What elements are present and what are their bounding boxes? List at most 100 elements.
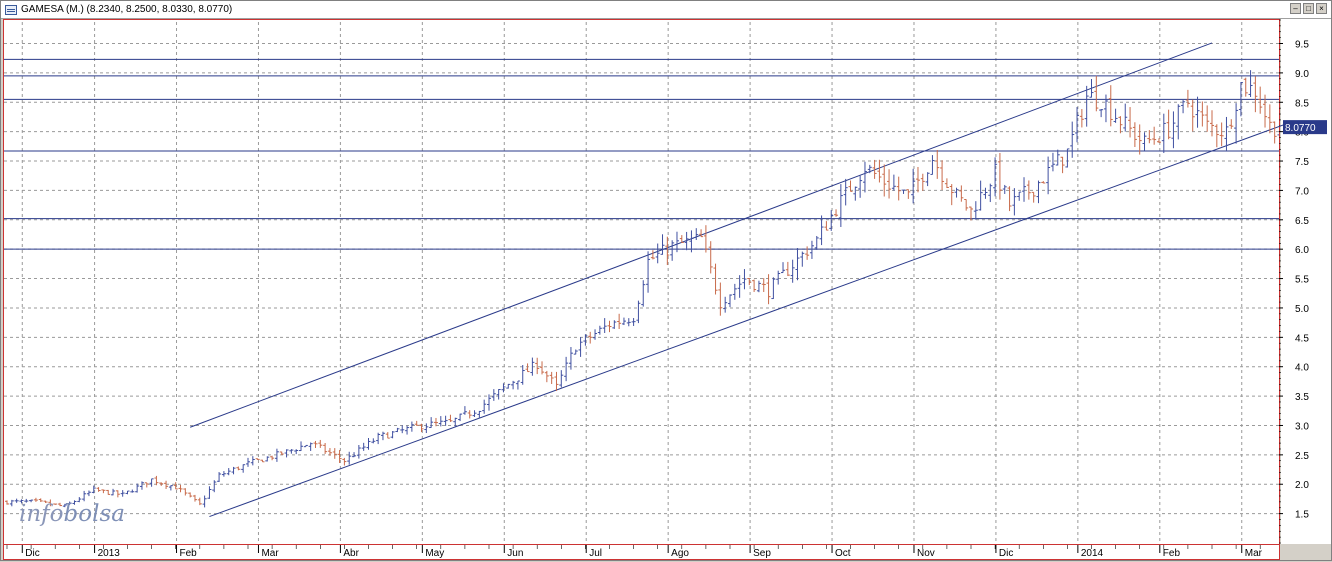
- x-tick-label: Feb: [180, 548, 198, 559]
- ohlc-bar: [983, 187, 988, 199]
- ohlc-bar: [805, 246, 810, 260]
- ohlc-bar: [1277, 122, 1279, 136]
- window-title: GAMESA (M.) (8.2340, 8.2500, 8.0330, 8.0…: [21, 4, 233, 15]
- ohlc-bar: [911, 168, 916, 204]
- ohlc-bar: [1118, 116, 1123, 134]
- ohlc-bar: [327, 448, 332, 456]
- y-tick-label: 7.0: [1295, 186, 1309, 197]
- ohlc-bar: [1243, 77, 1248, 97]
- ohlc-bar: [24, 498, 29, 503]
- ohlc-bar: [5, 500, 9, 505]
- ohlc-bar: [1113, 108, 1118, 123]
- ohlc-bar: [202, 495, 207, 508]
- ohlc-bar: [207, 486, 212, 499]
- ohlc-bar: [1046, 156, 1051, 195]
- x-tick-label: Feb: [1163, 548, 1181, 559]
- x-tick-label: Jun: [507, 548, 523, 559]
- minimize-button[interactable]: –: [1290, 3, 1301, 14]
- ohlc-bar: [713, 263, 718, 295]
- restore-button[interactable]: □: [1303, 3, 1314, 14]
- x-tick-label: 2013: [98, 548, 121, 559]
- ohlc-bar: [106, 489, 111, 495]
- ohlc-bar: [1041, 181, 1046, 184]
- ohlc-bar: [920, 173, 925, 191]
- ohlc-bar: [130, 489, 135, 493]
- ohlc-bar: [313, 440, 318, 449]
- ohlc-bar: [1152, 126, 1157, 145]
- ohlc-bar: [14, 498, 19, 503]
- ohlc-bar: [655, 243, 660, 264]
- ohlc-bar: [289, 449, 294, 454]
- ohlc-bar: [385, 432, 390, 439]
- ohlc-bar: [1075, 107, 1080, 143]
- ohlc-bar: [593, 329, 598, 340]
- y-tick-label: 6.5: [1295, 216, 1309, 227]
- ohlc-bar: [540, 361, 545, 375]
- ohlc-bar: [448, 414, 453, 422]
- ohlc-bar: [188, 492, 193, 498]
- ohlc-bar: [872, 159, 877, 179]
- ohlc-bar: [602, 318, 607, 334]
- ohlc-bar: [549, 371, 554, 384]
- ohlc-bar: [139, 481, 144, 490]
- x-tick-label: Mar: [261, 548, 279, 559]
- close-button[interactable]: ×: [1316, 3, 1327, 14]
- ohlc-bar: [588, 331, 593, 344]
- ohlc-bar: [1065, 148, 1070, 168]
- ohlc-bar: [829, 210, 834, 231]
- y-tick-label: 4.0: [1295, 363, 1309, 374]
- ohlc-bar: [1267, 104, 1272, 134]
- ohlc-bar: [197, 497, 202, 506]
- ohlc-bar: [1171, 111, 1176, 149]
- y-tick-label: 4.5: [1295, 333, 1309, 344]
- ohlc-bar: [1089, 78, 1094, 98]
- ohlc-bar: [978, 180, 983, 211]
- ohlc-bar: [1123, 103, 1128, 132]
- plot-area[interactable]: [3, 19, 1280, 544]
- ohlc-bar: [617, 313, 622, 329]
- ohlc-bar: [670, 240, 675, 261]
- ohlc-bar: [376, 432, 381, 445]
- ohlc-bar: [559, 370, 564, 388]
- ohlc-bar: [718, 282, 723, 316]
- ohlc-bar: [742, 269, 747, 290]
- ohlc-bar: [400, 425, 405, 434]
- ohlc-bar: [419, 423, 424, 433]
- ohlc-bar: [935, 150, 940, 179]
- ohlc-bar: [520, 365, 525, 385]
- ohlc-bar: [1205, 105, 1210, 132]
- x-axis-panel: [3, 544, 1280, 560]
- ohlc-bar: [1036, 180, 1041, 204]
- ohlc-bar: [896, 176, 901, 201]
- ohlc-bar: [906, 189, 911, 199]
- ohlc-bar: [1031, 191, 1036, 203]
- ohlc-bar: [246, 457, 250, 467]
- ohlc-bar: [1161, 113, 1166, 153]
- ohlc-bar: [882, 164, 887, 197]
- ohlc-bar: [1017, 191, 1022, 201]
- logo-part1: info: [19, 501, 64, 527]
- ohlc-bar: [1258, 86, 1263, 114]
- ohlc-bar: [159, 482, 164, 486]
- ohlc-bar: [694, 228, 699, 240]
- ohlc-bar: [144, 482, 149, 488]
- x-tick-label: 2014: [1081, 548, 1104, 559]
- x-tick-label: May: [425, 548, 444, 559]
- x-tick-label: Dic: [999, 548, 1013, 559]
- ohlc-bar: [115, 490, 120, 498]
- ohlc-bar: [284, 449, 289, 458]
- ohlc-bar: [631, 318, 636, 326]
- ohlc-bar: [1050, 152, 1055, 172]
- ohlc-bar: [164, 480, 169, 489]
- ohlc-bar: [1229, 119, 1234, 129]
- ohlc-bar: [501, 383, 506, 393]
- x-tick-label: Abr: [343, 548, 359, 559]
- x-tick-label: Dic: [25, 548, 39, 559]
- ohlc-bar: [91, 485, 96, 494]
- ohlc-bar: [270, 455, 275, 461]
- ohlc-bar: [940, 160, 945, 190]
- ohlc-bar: [809, 240, 814, 259]
- ohlc-bar: [1272, 121, 1277, 144]
